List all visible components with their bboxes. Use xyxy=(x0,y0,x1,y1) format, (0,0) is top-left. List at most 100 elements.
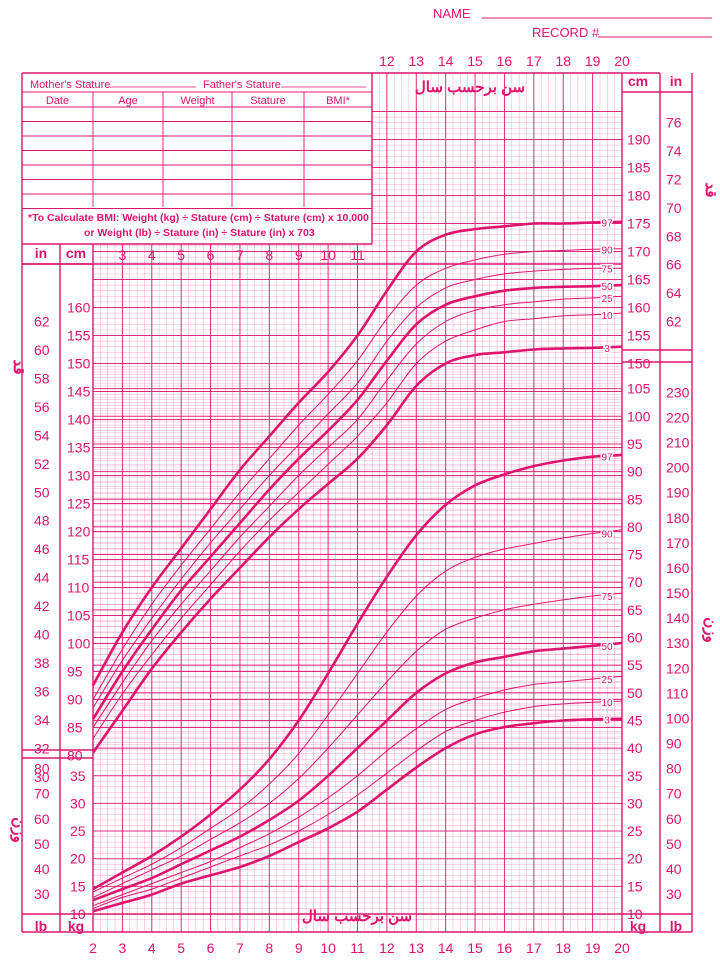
weight-kg-tick-right: 55 xyxy=(627,657,643,673)
stature-cm-tick-left: 135 xyxy=(67,440,91,456)
weight-title-right: وزن xyxy=(702,617,719,643)
stature-in-tick-left: 38 xyxy=(34,655,50,671)
bmi-note-1: *To Calculate BMI: Weight (kg) ÷ Stature… xyxy=(28,212,369,224)
stature-label-p90: 90 xyxy=(601,245,613,256)
stature-in-tick-left: 42 xyxy=(34,598,50,614)
stature-in-tick-right: 72 xyxy=(666,171,682,187)
stature-in-tick-left: 54 xyxy=(34,427,50,443)
weight-lb-tick-right: 220 xyxy=(666,409,690,425)
unit-lb-right: lb xyxy=(670,918,682,934)
weight-kg-tick-left: 20 xyxy=(70,851,86,867)
age-bottom-tick-label: 3 xyxy=(118,940,126,956)
stature-cm-tick-left: 85 xyxy=(67,720,83,736)
weight-lb-tick-right: 140 xyxy=(666,610,690,626)
weight-lb-tick-right: 80 xyxy=(666,761,682,777)
weight-label-p10: 10 xyxy=(601,698,613,709)
weight-kg-tick-left: 35 xyxy=(70,768,86,784)
stature-curve-p97 xyxy=(91,220,623,687)
mother-stature-label: Mother's Stature xyxy=(30,79,110,91)
stature-cm-tick-left: 90 xyxy=(67,692,83,708)
weight-kg-tick-right: 15 xyxy=(627,878,643,894)
stature-cm-tick-left: 95 xyxy=(67,664,83,680)
weight-lb-tick-right: 70 xyxy=(666,786,682,802)
weight-kg-tick-right: 90 xyxy=(627,464,643,480)
weight-kg-tick-right: 75 xyxy=(627,547,643,563)
age-inner-tick-label: 7 xyxy=(236,247,244,263)
age-inner-tick-label: 4 xyxy=(148,247,156,263)
stature-cm-tick-left: 160 xyxy=(67,300,91,316)
age-bottom-tick-label: 6 xyxy=(207,940,215,956)
age-top-tick-label: 20 xyxy=(614,53,630,69)
stature-cm-tick-right: 155 xyxy=(627,328,651,344)
stature-in-tick-left: 62 xyxy=(34,314,50,330)
weight-lb-tick-right: 170 xyxy=(666,535,690,551)
stature-cm-tick-right: 150 xyxy=(627,356,651,372)
age-inner-tick-label: 6 xyxy=(207,247,215,263)
age-bottom-tick-label: 8 xyxy=(265,940,273,956)
table-header-date: Date xyxy=(46,95,69,107)
weight-kg-tick-right: 40 xyxy=(627,740,643,756)
stature-curve-p3 xyxy=(91,345,623,754)
age-bottom-tick-label: 16 xyxy=(497,940,513,956)
stature-label-p25: 25 xyxy=(601,294,613,305)
age-bottom-tick-label: 4 xyxy=(148,940,156,956)
stature-cm-tick-left: 100 xyxy=(67,636,91,652)
weight-label-p75: 75 xyxy=(601,592,613,603)
chart-labels: 12 13 14 15 16 17 18 19 203 4 5 6 7 8 9 10 112 3 4 5 6 7 8 9 10 1… xyxy=(10,53,719,956)
weight-lb-tick-right: 60 xyxy=(666,811,682,827)
stature-in-tick-right: 70 xyxy=(666,200,682,216)
stature-cm-tick-right: 180 xyxy=(627,188,651,204)
stature-in-tick-left: 32 xyxy=(34,740,50,756)
stature-cm-tick-right: 170 xyxy=(627,244,651,260)
weight-lb-tick-left: 70 xyxy=(34,786,50,802)
weight-curve-p10 xyxy=(92,700,623,909)
weight-lb-tick-right: 90 xyxy=(666,736,682,752)
weight-curve-p97 xyxy=(92,453,623,891)
age-bottom-tick-label: 19 xyxy=(585,940,601,956)
stature-in-tick-right: 62 xyxy=(666,314,682,330)
weight-curve-p50 xyxy=(92,641,623,902)
measurement-table: Mother's Stature Father's Stature Date Age W… xyxy=(22,79,372,239)
age-inner-tick-label: 5 xyxy=(177,247,185,263)
weight-lb-tick-left: 60 xyxy=(34,811,50,827)
weight-kg-tick-right: 95 xyxy=(627,436,643,452)
age-top-tick-label: 15 xyxy=(467,53,483,69)
stature-cm-tick-left: 140 xyxy=(67,412,91,428)
stature-label-p75: 75 xyxy=(601,264,613,275)
stature-cm-tick-right: 165 xyxy=(627,272,651,288)
grid xyxy=(92,73,623,932)
weight-label-p97: 97 xyxy=(601,453,613,464)
stature-cm-tick-right: 175 xyxy=(627,216,651,232)
stature-in-tick-left: 46 xyxy=(34,541,50,557)
weight-kg-tick-right: 25 xyxy=(627,823,643,839)
age-top-tick-label: 12 xyxy=(379,53,395,69)
father-stature-label: Father's Stature xyxy=(203,79,281,91)
stature-in-tick-left: 48 xyxy=(34,513,50,529)
weight-curve-p3 xyxy=(92,717,623,913)
stature-in-tick-left: 60 xyxy=(34,342,50,358)
unit-kg-right: kg xyxy=(630,918,646,934)
weight-kg-tick-right: 30 xyxy=(627,795,643,811)
weight-kg-tick-right: 105 xyxy=(627,381,651,397)
stature-curve-p10 xyxy=(92,312,623,739)
weight-kg-tick-right: 50 xyxy=(627,685,643,701)
age-bottom-tick-label: 10 xyxy=(320,940,336,956)
stature-cm-tick-left: 80 xyxy=(67,748,83,764)
weight-lb-tick-left: 40 xyxy=(34,861,50,877)
table-header-age: Age xyxy=(118,95,138,107)
age-top-tick-label: 18 xyxy=(555,53,571,69)
table-header-stature: Stature xyxy=(250,95,285,107)
weight-lb-tick-right: 160 xyxy=(666,560,690,576)
weight-lb-tick-right: 180 xyxy=(666,510,690,526)
weight-curve-p25 xyxy=(92,675,623,907)
weight-label-p3: 3 xyxy=(604,715,610,726)
weight-curve-p90 xyxy=(92,529,623,893)
weight-kg-tick-right: 65 xyxy=(627,602,643,618)
weight-kg-tick-left: 10 xyxy=(70,906,86,922)
weight-lb-tick-right: 130 xyxy=(666,635,690,651)
stature-in-tick-left: 44 xyxy=(34,570,50,586)
stature-cm-tick-left: 120 xyxy=(67,524,91,540)
weight-label-p25: 25 xyxy=(601,675,613,686)
weight-lb-tick-right: 120 xyxy=(666,660,690,676)
